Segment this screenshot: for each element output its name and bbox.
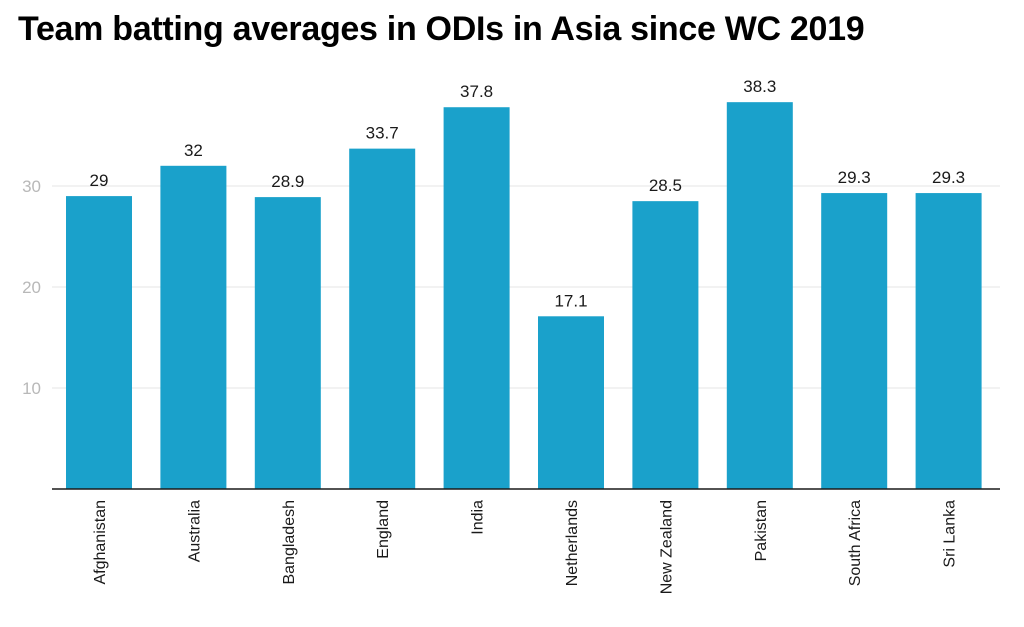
bar xyxy=(821,193,888,489)
y-tick-label: 20 xyxy=(22,278,41,297)
data-label: 29.3 xyxy=(932,168,965,187)
data-label: 28.9 xyxy=(271,172,304,191)
bar xyxy=(538,316,604,489)
x-tick-label: New Zealand xyxy=(658,500,675,594)
x-tick-label: India xyxy=(470,500,487,535)
y-tick-label: 10 xyxy=(22,379,41,398)
x-tick-label: Sri Lanka xyxy=(942,500,959,568)
data-label: 17.1 xyxy=(554,291,587,310)
x-tick-label: Pakistan xyxy=(753,500,770,561)
bar xyxy=(160,165,227,490)
x-tick-label: England xyxy=(375,500,392,559)
bar xyxy=(443,107,510,489)
x-category-labels: Afghanistan Australia Bangladesh England Ind… xyxy=(92,500,959,594)
x-tick-label: Netherlands xyxy=(564,500,581,586)
bar xyxy=(632,201,699,489)
data-label: 33.7 xyxy=(366,124,399,143)
value-labels: 29 32 28.9 33.7 37.8 17.1 28.5 38.3 29.3 29.3 xyxy=(90,77,966,310)
data-label: 29 xyxy=(90,171,109,190)
bar xyxy=(254,197,321,490)
bars xyxy=(66,102,982,490)
bar xyxy=(349,148,416,489)
bar xyxy=(726,102,793,490)
chart-title: Team batting averages in ODIs in Asia si… xyxy=(18,10,865,48)
x-tick-label: Bangladesh xyxy=(281,500,298,585)
data-label: 29.3 xyxy=(838,168,871,187)
data-label: 28.5 xyxy=(649,176,682,195)
bar xyxy=(66,196,132,489)
data-label: 37.8 xyxy=(460,82,493,101)
y-tick-labels: 10 20 30 xyxy=(22,177,41,398)
y-tick-label: 30 xyxy=(22,177,41,196)
x-tick-label: South Africa xyxy=(847,500,864,586)
x-tick-label: Afghanistan xyxy=(92,500,109,585)
bar xyxy=(915,193,982,489)
data-label: 32 xyxy=(184,141,203,160)
data-label: 38.3 xyxy=(743,77,776,96)
x-tick-label: Australia xyxy=(186,500,203,562)
